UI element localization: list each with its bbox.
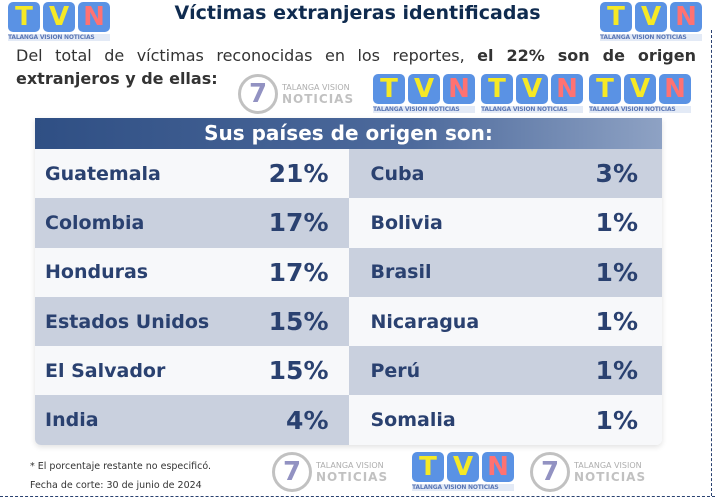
tvn-caption: TALANGA VISION NOTICIAS: [412, 484, 514, 491]
footnote: * El porcentaje restante no especificó.: [30, 461, 212, 472]
tvn-watermark-logo: T V N TALANGA VISION NOTICIAS: [8, 2, 110, 41]
intro-bold: el 22% son de origen extranjeros y de el…: [16, 46, 696, 88]
canal7-line2: NOTICIAS: [574, 469, 647, 484]
country-name: El Salvador: [45, 359, 166, 382]
tvn-caption: TALANGA VISION NOTICIAS: [8, 34, 110, 41]
country-percent: 1%: [595, 257, 638, 287]
intro-normal: Del total de víctimas reconocidas en los…: [16, 46, 478, 65]
divider-vertical: [711, 30, 712, 496]
country-percent: 3%: [595, 159, 638, 189]
table-header: Sus países de origen son:: [35, 118, 662, 149]
tvn-letter: N: [78, 2, 110, 32]
tvn-letter: T: [373, 74, 405, 104]
tvn-watermark-logo: T V N TALANGA VISION NOTICIAS: [589, 74, 691, 113]
table-row: Honduras 17%: [35, 247, 349, 297]
country-percent: 21%: [268, 159, 329, 189]
country-name: Honduras: [45, 261, 149, 284]
country-name: Cuba: [370, 162, 425, 185]
tvn-watermark-logo: T V N TALANGA VISION NOTICIAS: [481, 74, 583, 113]
canal7-line2: NOTICIAS: [316, 469, 389, 484]
tvn-watermark-logo: T V N TALANGA VISION NOTICIAS: [373, 74, 475, 113]
tvn-caption: TALANGA VISION NOTICIAS: [600, 34, 702, 41]
tvn-letter: T: [8, 2, 40, 32]
table-row: Bolivia 1%: [348, 198, 662, 248]
tvn-letter: V: [635, 2, 667, 32]
country-name: Colombia: [45, 211, 145, 234]
canal7-line1: TALANGA VISION: [282, 82, 350, 92]
tvn-letter: V: [447, 452, 479, 482]
page-title: Víctimas extranjeras identificadas: [174, 2, 541, 24]
canal7-number: 7: [530, 452, 570, 492]
country-name: Bolivia: [370, 211, 443, 234]
canal7-number: 7: [272, 452, 312, 492]
country-percent: 15%: [268, 356, 329, 386]
canal7-number: 7: [238, 74, 278, 114]
tvn-letter: T: [589, 74, 621, 104]
canal7-line1: TALANGA VISION: [574, 460, 642, 470]
country-percent: 17%: [268, 208, 329, 238]
country-percent: 1%: [595, 356, 638, 386]
tvn-letter: V: [624, 74, 656, 104]
tvn-letter: V: [408, 74, 440, 104]
right-column: Cuba 3% Bolivia 1% Brasil 1% Nicaragua 1% Perú 1%…: [348, 149, 662, 445]
table-row: Perú 1%: [348, 346, 662, 396]
divider: [0, 496, 715, 497]
cutoff-date: Fecha de corte: 30 de junio de 2024: [30, 480, 202, 491]
tvn-letter: V: [43, 2, 75, 32]
tvn-letter: T: [600, 2, 632, 32]
tvn-letter: T: [412, 452, 444, 482]
tvn-letter: N: [670, 2, 702, 32]
canal7-watermark-logo: 7 TALANGA VISION NOTICIAS: [530, 451, 656, 493]
table-row: India 4%: [35, 395, 349, 445]
country-percent: 15%: [268, 307, 329, 337]
canal7-watermark-logo: 7 TALANGA VISION NOTICIAS: [238, 73, 364, 115]
tvn-caption: TALANGA VISION NOTICIAS: [373, 106, 475, 113]
table-row: Guatemala 21%: [35, 149, 349, 199]
table-row: Colombia 17%: [35, 198, 349, 248]
tvn-caption: TALANGA VISION NOTICIAS: [481, 106, 583, 113]
canal7-line1: TALANGA VISION: [316, 460, 384, 470]
country-name: India: [45, 409, 99, 432]
tvn-letter: N: [551, 74, 583, 104]
tvn-letter: N: [482, 452, 514, 482]
tvn-watermark-logo: T V N TALANGA VISION NOTICIAS: [412, 452, 514, 491]
country-percent: 4%: [286, 405, 329, 435]
country-percent: 1%: [595, 307, 638, 337]
intro-text: Del total de víctimas reconocidas en los…: [16, 44, 696, 90]
country-percent: 17%: [268, 257, 329, 287]
left-column: Guatemala 21% Colombia 17% Honduras 17% Estado…: [35, 149, 349, 445]
table-row: Nicaragua 1%: [348, 296, 662, 347]
table-row: El Salvador 15%: [35, 346, 349, 396]
country-name: Nicaragua: [370, 310, 480, 333]
tvn-letter: V: [516, 74, 548, 104]
table-row: Estados Unidos 15%: [35, 296, 349, 347]
country-name: Estados Unidos: [45, 310, 210, 333]
country-percent: 1%: [595, 208, 638, 238]
tvn-watermark-logo: T V N TALANGA VISION NOTICIAS: [600, 2, 702, 41]
tvn-caption: TALANGA VISION NOTICIAS: [589, 106, 691, 113]
tvn-letter: T: [481, 74, 513, 104]
canal7-line2: NOTICIAS: [282, 91, 355, 106]
country-name: Perú: [370, 359, 421, 382]
tvn-letter: N: [659, 74, 691, 104]
country-name: Somalia: [370, 409, 456, 432]
table-row: Brasil 1%: [348, 247, 662, 297]
canal7-watermark-logo: 7 TALANGA VISION NOTICIAS: [272, 451, 398, 493]
country-percent: 1%: [595, 405, 638, 435]
country-name: Guatemala: [45, 162, 161, 185]
table-row: Somalia 1%: [348, 395, 662, 445]
table-row: Cuba 3%: [348, 149, 662, 199]
tvn-letter: N: [443, 74, 475, 104]
origin-table: Sus países de origen son: Guatemala 21% Co…: [35, 118, 662, 445]
country-name: Brasil: [370, 261, 432, 284]
